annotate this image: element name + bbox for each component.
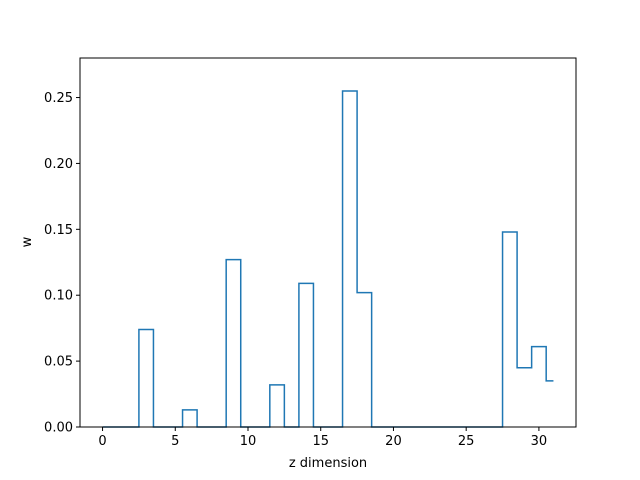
x-tick-label: 30 <box>531 434 548 449</box>
axes: 0 5 10 15 20 25 30 0.00 0.05 0.10 0.15 0.20 0.25 <box>44 57 577 449</box>
x-tick-label: 20 <box>385 434 402 449</box>
x-tick-label: 5 <box>171 434 179 449</box>
x-tick-label: 10 <box>240 434 257 449</box>
y-tick-label: 0.25 <box>44 91 73 106</box>
x-tick-label: 25 <box>458 434 475 449</box>
y-tick-label: 0.15 <box>44 223 73 238</box>
y-axis-label: w <box>20 236 35 247</box>
y-tick-label: 0.10 <box>44 289 73 304</box>
y-tick-label: 0.05 <box>44 355 73 370</box>
plot-frame <box>79 57 577 428</box>
plot-area <box>102 90 554 428</box>
x-tick-label: 15 <box>312 434 329 449</box>
x-tick-label: 0 <box>98 434 106 449</box>
series-line-0 <box>102 90 554 428</box>
y-tick-label: 0.20 <box>44 157 73 172</box>
x-axis-label: z dimension <box>289 456 367 471</box>
y-tick-label: 0.00 <box>44 421 73 436</box>
